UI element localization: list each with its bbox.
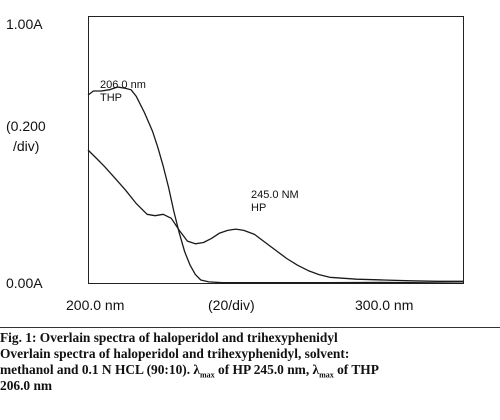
thp-peak-name: THP	[100, 92, 122, 104]
x-tick-right: 300.0 nm	[355, 297, 414, 313]
x-tick-left: 200.0 nm	[66, 297, 125, 313]
hp-peak-wavelength: 245.0 NM	[251, 189, 299, 201]
caption-line-1: Overlain spectra of haloperidol and trih…	[0, 346, 350, 361]
x-scale-label: (20/div)	[208, 297, 255, 313]
y-tick-top: 1.00A	[6, 16, 43, 32]
caption-rule	[0, 327, 500, 328]
caption-line-2: methanol and 0.1 N HCL (90:10). λmax of …	[0, 362, 379, 380]
y-scale-label-line2: /div)	[13, 138, 40, 154]
figure-caption: Fig. 1: Overlain spectra of haloperidol …	[0, 330, 496, 394]
spectra-plot	[87, 86, 465, 284]
y-tick-bottom: 0.00A	[6, 275, 43, 291]
caption-line-3: 206.0 nm	[0, 378, 53, 393]
y-scale-label-line1: (0.200	[6, 118, 46, 134]
hp-peak-name: HP	[251, 202, 267, 214]
spectra-figure: 1.00A (0.200 /div) 0.00A 200.0 nm (20/di…	[6, 16, 465, 313]
thp-peak-wavelength: 206.0 nm	[100, 79, 146, 91]
series-line-thp	[87, 86, 465, 284]
caption-fig-label: Fig. 1: Overlain spectra of haloperidol …	[0, 330, 338, 345]
series-line-hp	[87, 149, 464, 282]
